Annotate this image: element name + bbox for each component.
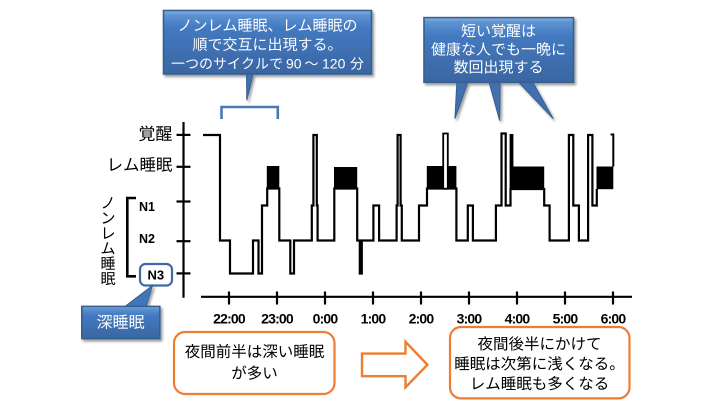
- svg-text:4:00: 4:00: [505, 311, 531, 327]
- svg-text:2:00: 2:00: [409, 311, 435, 327]
- svg-text:3:00: 3:00: [457, 311, 483, 327]
- svg-text:0:00: 0:00: [313, 311, 339, 327]
- svg-text:5:00: 5:00: [553, 311, 579, 327]
- svg-text:22:00: 22:00: [213, 311, 246, 327]
- svg-text:N1: N1: [139, 200, 155, 214]
- svg-text:23:00: 23:00: [261, 311, 294, 327]
- svg-text:N2: N2: [139, 232, 155, 246]
- svg-text:6:00: 6:00: [601, 311, 627, 327]
- svg-text:120: 120: [322, 56, 346, 72]
- svg-text:1:00: 1:00: [361, 311, 387, 327]
- svg-text:N3: N3: [147, 267, 164, 282]
- svg-text:90: 90: [286, 56, 302, 72]
